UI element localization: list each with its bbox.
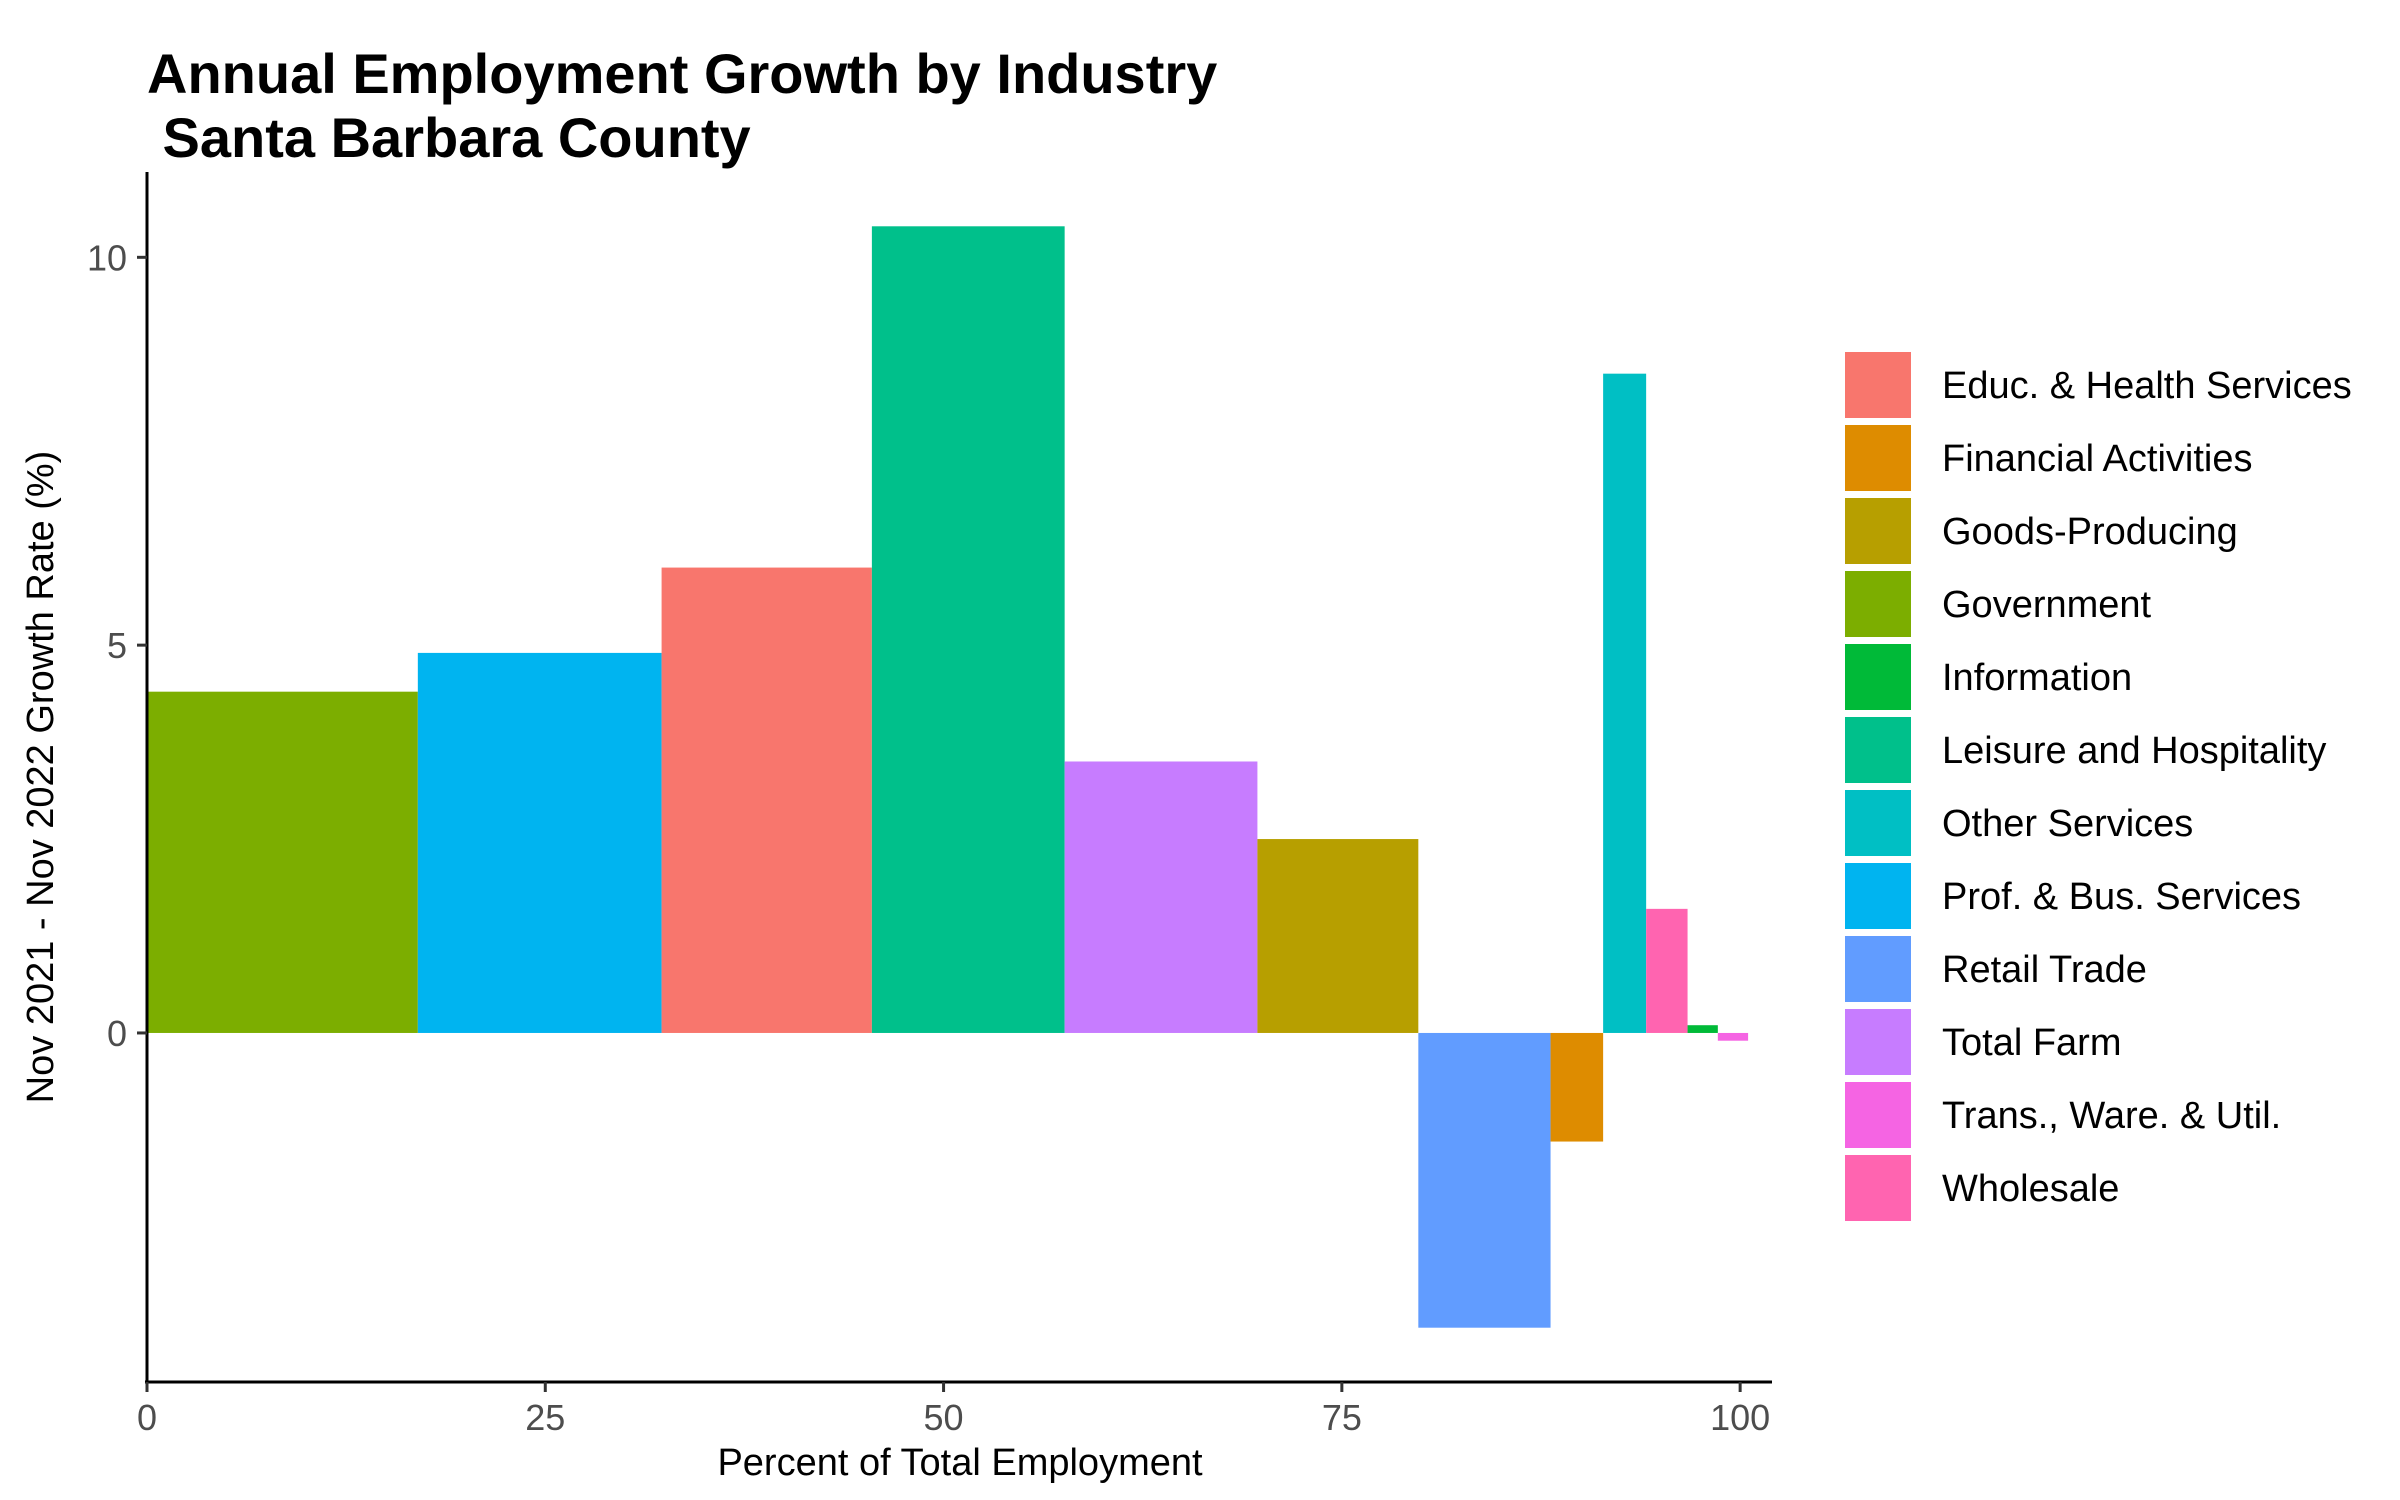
bar-total-farm <box>1064 761 1258 1033</box>
bar-information <box>1687 1025 1718 1033</box>
x-axis-title: Percent of Total Employment <box>717 1442 1203 1484</box>
y-tick-label: 10 <box>87 237 127 278</box>
legend-swatch-information <box>1845 644 1911 710</box>
chart-title-line1: Annual Employment Growth by Industry <box>147 42 1217 105</box>
bar-leisure-and-hospitality <box>871 226 1065 1033</box>
x-tick-label: 25 <box>525 1397 565 1438</box>
x-tick-label: 75 <box>1322 1397 1362 1438</box>
x-tick-label: 100 <box>1710 1397 1770 1438</box>
legend-label-retail-trade: Retail Trade <box>1942 949 2147 991</box>
x-tick-label: 50 <box>924 1397 964 1438</box>
x-tick-label: 0 <box>137 1397 157 1438</box>
x-ticks-group: 0 25 50 75 100 <box>137 1382 1770 1438</box>
legend-label-government: Government <box>1942 584 2152 626</box>
legend-label-other-services: Other Services <box>1942 803 2193 845</box>
legend-label-educ-health-services: Educ. & Health Services <box>1942 365 2352 407</box>
legend-swatch-leisure-and-hospitality <box>1845 717 1911 783</box>
bar-retail-trade <box>1418 1032 1551 1328</box>
y-tick-label: 5 <box>107 625 127 666</box>
legend-label-prof-bus-services: Prof. & Bus. Services <box>1942 876 2301 918</box>
legend-label-trans-ware-util: Trans., Ware. & Util. <box>1942 1095 2281 1137</box>
bars-group <box>147 226 1749 1328</box>
legend-swatch-wholesale <box>1845 1155 1911 1221</box>
chart-title-line2: Santa Barbara County <box>147 106 751 169</box>
legend-swatch-educ-health-services <box>1845 352 1911 418</box>
legend-label-total-farm: Total Farm <box>1942 1022 2121 1064</box>
bar-goods-producing <box>1257 839 1419 1033</box>
y-ticks-group: 0 5 10 <box>87 237 147 1054</box>
bar-prof-bus-services <box>417 652 662 1033</box>
bar-wholesale <box>1646 908 1688 1033</box>
legend-label-leisure-and-hospitality: Leisure and Hospitality <box>1942 730 2326 772</box>
bar-financial-activities <box>1550 1032 1604 1142</box>
legend-swatch-prof-bus-services <box>1845 863 1911 929</box>
legend-label-information: Information <box>1942 657 2132 699</box>
legend-swatch-total-farm <box>1845 1009 1911 1075</box>
bar-other-services <box>1603 373 1647 1033</box>
legend: Educ. & Health Services Financial Activit… <box>1845 352 2352 1221</box>
bar-trans-ware-util <box>1717 1032 1749 1041</box>
legend-label-financial-activities: Financial Activities <box>1942 438 2252 480</box>
legend-swatch-other-services <box>1845 790 1911 856</box>
legend-swatch-retail-trade <box>1845 936 1911 1002</box>
legend-swatch-government <box>1845 571 1911 637</box>
y-tick-label: 0 <box>107 1013 127 1054</box>
legend-label-wholesale: Wholesale <box>1942 1168 2119 1210</box>
legend-swatch-financial-activities <box>1845 425 1911 491</box>
legend-swatch-trans-ware-util <box>1845 1082 1911 1148</box>
legend-label-goods-producing: Goods-Producing <box>1942 511 2238 553</box>
bar-educ-health-services <box>661 567 872 1033</box>
legend-swatch-goods-producing <box>1845 498 1911 564</box>
y-axis-title: Nov 2021 - Nov 2022 Growth Rate (%) <box>20 451 62 1104</box>
bar-government <box>147 691 418 1033</box>
